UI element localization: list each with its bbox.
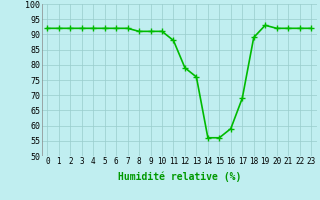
X-axis label: Humidité relative (%): Humidité relative (%) <box>117 172 241 182</box>
